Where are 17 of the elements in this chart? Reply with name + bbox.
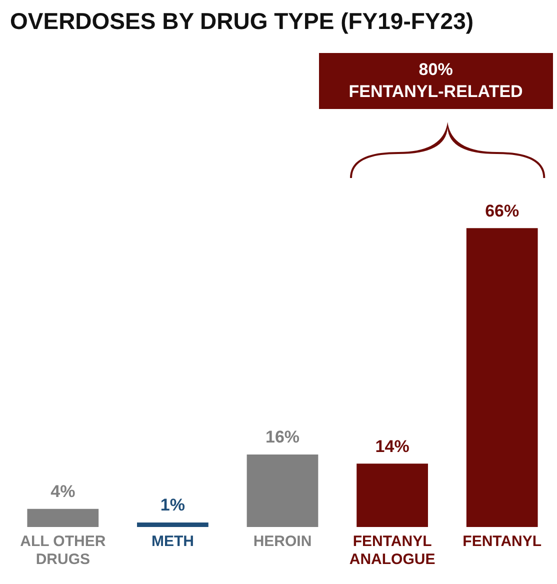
data-label: 14% [375, 436, 410, 456]
data-label: 4% [50, 482, 76, 502]
bar [137, 522, 208, 527]
bar [356, 464, 428, 527]
bar [466, 228, 538, 527]
data-label: 1% [160, 496, 185, 515]
x-tick-label: FENTANYL ANALOGUE [349, 533, 436, 568]
data-label: 16% [265, 428, 300, 447]
x-tick-label: FENTANYL [462, 533, 542, 550]
data-label: 66% [485, 201, 520, 220]
chart-title: OVERDOSES BY DRUG TYPE (FY19-FY23) [10, 8, 475, 35]
bar [27, 508, 99, 527]
bar [246, 454, 318, 527]
x-tick-label: ALL OTHER DRUGS [20, 533, 106, 568]
x-tick-label: HEROIN [253, 533, 312, 550]
x-tick-label: METH [151, 533, 194, 550]
text: 80% FENTANYL-RELATED [348, 59, 524, 104]
